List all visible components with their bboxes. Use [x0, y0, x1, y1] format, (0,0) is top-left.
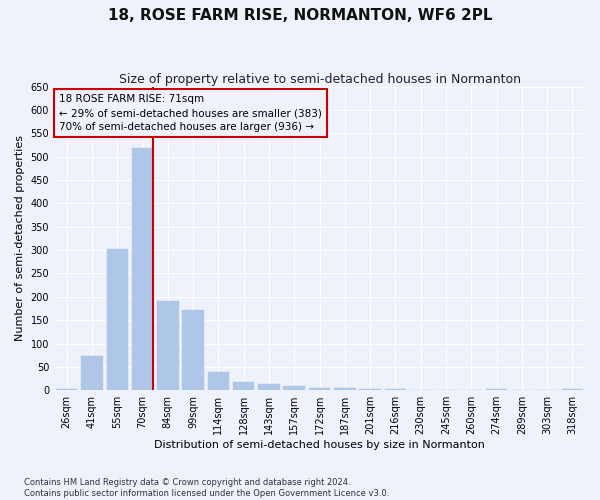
Bar — [562, 389, 583, 390]
Bar — [486, 389, 507, 390]
Bar — [157, 302, 179, 390]
Bar — [182, 310, 204, 390]
Bar — [132, 148, 153, 390]
Text: 18, ROSE FARM RISE, NORMANTON, WF6 2PL: 18, ROSE FARM RISE, NORMANTON, WF6 2PL — [108, 8, 492, 22]
Bar — [258, 384, 280, 390]
Text: Contains HM Land Registry data © Crown copyright and database right 2024.
Contai: Contains HM Land Registry data © Crown c… — [24, 478, 389, 498]
Bar — [385, 389, 406, 390]
Title: Size of property relative to semi-detached houses in Normanton: Size of property relative to semi-detach… — [119, 72, 521, 86]
Bar — [107, 248, 128, 390]
Bar — [283, 386, 305, 390]
Text: 18 ROSE FARM RISE: 71sqm
← 29% of semi-detached houses are smaller (383)
70% of : 18 ROSE FARM RISE: 71sqm ← 29% of semi-d… — [59, 94, 322, 132]
X-axis label: Distribution of semi-detached houses by size in Normanton: Distribution of semi-detached houses by … — [154, 440, 485, 450]
Bar — [208, 372, 229, 390]
Bar — [233, 382, 254, 390]
Bar — [359, 389, 381, 390]
Bar — [81, 356, 103, 390]
Y-axis label: Number of semi-detached properties: Number of semi-detached properties — [15, 136, 25, 342]
Bar — [309, 388, 330, 390]
Bar — [334, 388, 356, 390]
